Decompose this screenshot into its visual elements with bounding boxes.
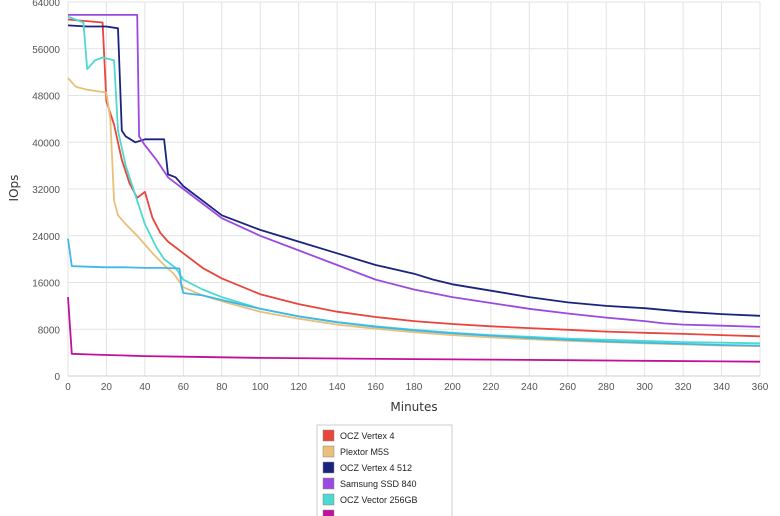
legend-swatch [322,493,335,506]
series-line-3 [68,14,761,328]
x-tick-label: 300 [636,382,653,393]
x-tick-label: 140 [329,382,346,393]
x-axis-label: Minutes [390,400,437,414]
y-axis-ticks: 0 8000 16000 24000 32000 40000 48000 56000 64000 [32,0,60,383]
x-tick-label: 120 [290,382,307,393]
x-tick-label: 360 [752,382,769,393]
legend-swatch [322,429,335,442]
series-lines [67,14,761,363]
grid [67,1,761,377]
legend-swatch [322,445,335,458]
legend-swatch [322,461,335,474]
legend-label: OCZ Vertex 4 [340,431,395,441]
series-line-0 [67,18,761,338]
x-tick-label: 320 [675,382,692,393]
legend-label: Samsung SSD 840 [340,479,417,489]
x-tick-label: 80 [216,382,228,393]
x-tick-label: 0 [65,382,71,393]
y-tick-label: 0 [54,372,60,383]
legend-swatch [322,509,335,516]
x-tick-label: 40 [139,382,151,393]
y-tick-label: 16000 [32,279,60,290]
x-tick-label: 60 [178,382,190,393]
y-axis-label: IOps [7,175,21,202]
series-line-2 [67,24,761,317]
y-tick-label: 24000 [32,232,60,243]
legend-label: OCZ Vertex 4 512 [340,463,412,473]
y-tick-label: 8000 [38,325,61,336]
legend-swatch [322,477,335,490]
x-tick-label: 20 [101,382,113,393]
x-tick-label: 180 [406,382,423,393]
series-line-4 [67,15,761,345]
y-tick-label: 40000 [32,138,60,149]
x-tick-label: 200 [444,382,461,393]
x-tick-label: 100 [252,382,269,393]
y-tick-label: 32000 [32,185,60,196]
x-tick-label: 160 [367,382,384,393]
x-tick-label: 220 [483,382,500,393]
series-line-5 [67,238,761,347]
y-tick-label: 48000 [32,92,60,103]
legend-label: OCZ Vector 256GB [340,495,418,505]
x-tick-label: 280 [598,382,615,393]
legend-label: Plextor M5S [340,447,389,457]
x-tick-label: 260 [559,382,576,393]
legend-box [316,424,453,516]
x-tick-label: 240 [521,382,538,393]
legend: OCZ Vertex 4 Plextor M5S OCZ Vertex 4 512 S… [316,424,453,516]
y-tick-label: 56000 [32,45,60,56]
y-tick-label: 64000 [32,0,60,9]
x-axis-ticks: 0 20 40 60 80 100 120 140 160 180 200 220 240 260 280 3… [65,382,769,393]
series-line-6 [67,297,761,363]
x-tick-label: 340 [713,382,730,393]
